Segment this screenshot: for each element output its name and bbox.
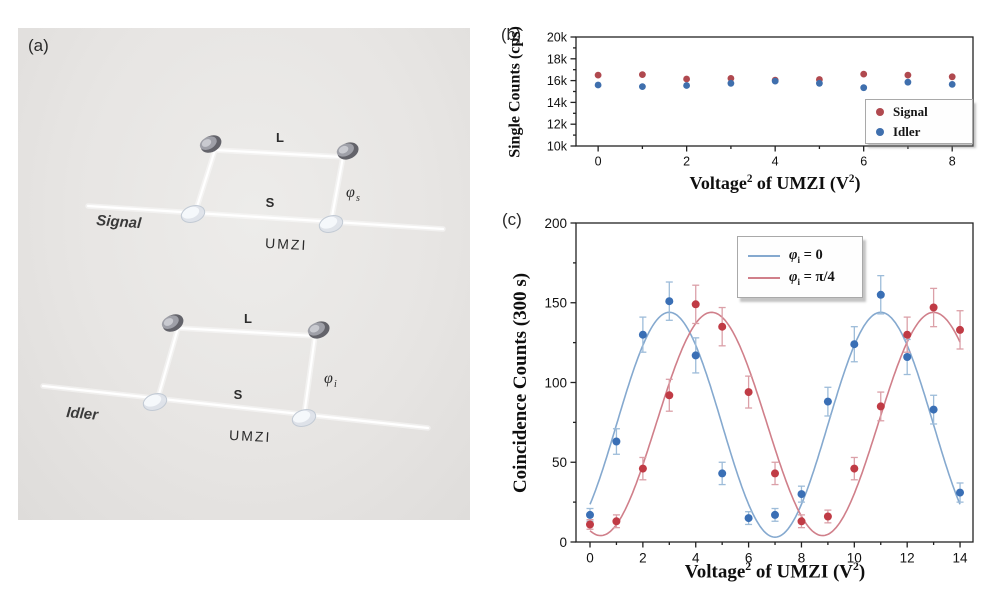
panel-a-tag: (a) xyxy=(28,36,49,55)
panel-b-singles-chart: (b) 0 2 4 6 8 10k 12k 14k 16k 18k 20k Single Count… xyxy=(500,15,995,205)
long-arm-label: L xyxy=(276,130,284,145)
short-arm-label: S xyxy=(234,387,243,402)
svg-text:8: 8 xyxy=(949,155,956,169)
svg-text:12: 12 xyxy=(900,551,915,566)
legend-item-phi-0: φi = 0 xyxy=(738,245,862,267)
idler-umzi: L S φ i UMZI Idler xyxy=(40,310,431,445)
svg-text:0: 0 xyxy=(595,155,602,169)
idler-marker-icon xyxy=(876,127,884,136)
svg-text:18k: 18k xyxy=(547,52,568,66)
signal-waveguide xyxy=(86,204,445,231)
panel-c-legend: φi = 0 φi = π/4 xyxy=(737,236,863,298)
long-arm-label: L xyxy=(244,311,252,326)
coincidence-chart-svg: 0 2 4 6 8 10 12 14 0 50 100 150 200 xyxy=(544,216,974,566)
phase-label: φ xyxy=(346,184,355,201)
umzi-caption: UMZI xyxy=(229,427,272,445)
panel-c-coincidence-chart: (c) 0 2 4 6 8 10 12 14 0 50 100 150 200 Coincidence … xyxy=(500,205,1000,611)
svg-text:0: 0 xyxy=(586,551,594,566)
signal-label: Signal xyxy=(96,212,143,232)
data-series-0 xyxy=(586,274,964,526)
svg-text:20k: 20k xyxy=(547,31,568,45)
data-series-1 xyxy=(586,284,964,530)
panel-b-tag: (b) xyxy=(501,26,522,44)
phase-subscript: s xyxy=(356,193,360,204)
short-arm-label: S xyxy=(266,195,275,210)
idler-waveguide xyxy=(41,384,430,430)
svg-text:100: 100 xyxy=(544,375,567,390)
svg-text:14: 14 xyxy=(953,551,969,566)
legend-item-phi-pi4: φi = π/4 xyxy=(738,267,862,289)
svg-text:16k: 16k xyxy=(547,74,568,88)
svg-text:50: 50 xyxy=(552,455,567,470)
svg-text:8: 8 xyxy=(798,551,806,566)
legend-item-signal: Signal xyxy=(866,102,972,122)
svg-text:6: 6 xyxy=(745,551,753,566)
beamsplitter-icon xyxy=(140,390,170,414)
mirror-icon xyxy=(159,310,187,336)
beamsplitter-icon xyxy=(316,212,346,236)
signal-marker-icon xyxy=(876,107,884,116)
svg-text:150: 150 xyxy=(544,296,567,311)
idler-points xyxy=(594,77,956,92)
svg-text:10k: 10k xyxy=(547,140,568,154)
svg-text:10: 10 xyxy=(847,551,862,566)
phase-label: φ xyxy=(324,370,333,387)
fit-curve-1 xyxy=(589,311,961,537)
idler-label: Idler xyxy=(66,404,100,424)
svg-text:2: 2 xyxy=(683,155,690,169)
panel-b-y-axis-title: Single Counts (cps) xyxy=(506,26,524,158)
svg-text:2: 2 xyxy=(639,551,647,566)
red-fit-line-icon xyxy=(748,276,780,279)
fit-curve-0 xyxy=(589,311,961,539)
svg-text:4: 4 xyxy=(692,551,700,566)
tick-labels: 0 2 4 6 8 10k 12k 14k 16k 18k 20k xyxy=(547,31,956,169)
svg-text:12k: 12k xyxy=(547,118,568,132)
panel-b-legend: Signal Idler xyxy=(865,99,973,144)
svg-text:6: 6 xyxy=(860,155,867,169)
panel-c-y-axis-title: Coincidence Counts (300 s) xyxy=(510,272,531,494)
signal-umzi: L S φ s UMZI Signal xyxy=(85,130,446,253)
svg-text:0: 0 xyxy=(559,535,567,550)
beamsplitter-icon xyxy=(289,406,319,430)
panel-b-x-axis-title: Voltage2 of UMZI (V2) xyxy=(689,173,861,193)
axes xyxy=(570,222,974,548)
legend-item-idler: Idler xyxy=(866,122,972,142)
singles-chart-svg: 0 2 4 6 8 10k 12k 14k 16k 18k 20k xyxy=(547,31,974,169)
svg-text:200: 200 xyxy=(544,216,567,231)
svg-text:4: 4 xyxy=(772,155,779,169)
idler-loop xyxy=(155,326,317,418)
legend-label: φi = π/4 xyxy=(789,269,835,287)
legend-label: Signal xyxy=(893,103,928,119)
axes xyxy=(570,36,974,152)
umzi-caption: UMZI xyxy=(265,235,308,253)
beamsplitter-icon xyxy=(178,202,208,226)
panel-a-illustration: (a) xyxy=(18,28,470,520)
signal-loop xyxy=(193,148,345,224)
phase-subscript: i xyxy=(334,379,337,390)
svg-text:14k: 14k xyxy=(547,96,568,110)
umzi-illustration-svg: L S φ s UMZI Signal L S φ i xyxy=(40,130,446,445)
tick-labels: 0 2 4 6 8 10 12 14 0 50 100 150 200 xyxy=(544,216,968,566)
legend-label: φi = 0 xyxy=(789,247,823,265)
legend-label: Idler xyxy=(893,123,921,139)
panel-c-x-axis-title: Voltage2 of UMZI (V2) xyxy=(684,560,866,583)
blue-fit-line-icon xyxy=(748,255,780,258)
panel-c-tag: (c) xyxy=(502,210,522,229)
